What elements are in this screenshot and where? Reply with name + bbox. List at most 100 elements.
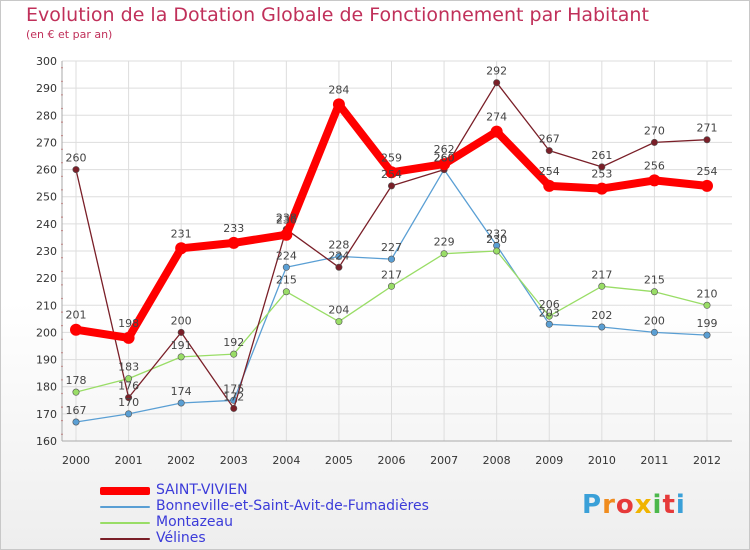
chart-subtitle: (en € et par an): [26, 28, 113, 41]
data-label: 215: [644, 274, 665, 287]
line-chart: 160 170 180 190 200 210 220 230 240 250 260 270 280 2…: [36, 55, 732, 467]
y-tick-label: 250: [36, 191, 57, 204]
x-tick-label: 2003: [220, 454, 248, 467]
legend-swatch: [100, 506, 150, 508]
series-lines: [70, 79, 713, 426]
data-label: 233: [223, 222, 244, 235]
logo-letter: i: [652, 490, 663, 520]
data-label: 203: [539, 306, 560, 319]
data-point: [72, 418, 80, 426]
data-label: 284: [328, 83, 349, 96]
data-label: 176: [118, 380, 139, 393]
data-label: 217: [591, 268, 612, 281]
logo-letter: P: [582, 490, 603, 520]
data-point: [440, 250, 448, 258]
data-label: 232: [486, 228, 507, 241]
data-point: [493, 79, 501, 87]
data-label: 238: [276, 211, 297, 224]
x-tick-label: 2009: [535, 454, 563, 467]
data-label: 253: [591, 168, 612, 181]
data-label: 270: [644, 124, 665, 137]
data-label: 217: [381, 268, 402, 281]
legend-swatch: [100, 538, 150, 540]
data-label: 202: [591, 309, 612, 322]
data-label: 256: [644, 159, 665, 172]
data-label: 210: [697, 287, 718, 300]
data-point: [545, 147, 553, 155]
y-tick-label: 260: [36, 164, 57, 177]
data-label: 254: [539, 165, 560, 178]
x-tick-label: 2006: [378, 454, 406, 467]
data-point: [545, 320, 553, 328]
data-label: 201: [66, 309, 87, 322]
data-label: 254: [381, 168, 402, 181]
x-tick-label: 2012: [693, 454, 721, 467]
x-tick-label: 2008: [483, 454, 511, 467]
x-tick-label: 2005: [325, 454, 353, 467]
data-point: [650, 288, 658, 296]
x-tick-label: 2004: [272, 454, 300, 467]
data-label: 199: [697, 317, 718, 330]
data-label: 231: [171, 227, 192, 240]
data-point: [387, 255, 395, 263]
data-point: [72, 388, 80, 396]
x-tick-label: 2000: [62, 454, 90, 467]
y-tick-label: 240: [36, 218, 57, 231]
data-point: [385, 166, 398, 179]
y-tick-label: 170: [36, 408, 57, 421]
data-point: [598, 323, 606, 331]
logo-letter: x: [634, 490, 653, 520]
logo-letter: t: [662, 490, 676, 520]
data-label: 262: [434, 143, 455, 156]
proxiti-logo: Proxiti: [582, 490, 686, 520]
data-point: [282, 288, 290, 296]
chart-title: Evolution de la Dotation Globale de Fonc…: [26, 4, 649, 26]
data-label: 236: [276, 214, 297, 227]
legend-label: Bonneville-et-Saint-Avit-de-Fumadières: [156, 498, 429, 514]
y-tick-label: 210: [36, 299, 57, 312]
data-label: 261: [591, 149, 612, 162]
data-point: [543, 179, 556, 192]
data-point: [125, 394, 133, 402]
data-point: [703, 301, 711, 309]
data-point: [650, 328, 658, 336]
y-tick-label: 200: [36, 326, 57, 339]
data-label: 198: [118, 317, 139, 330]
data-point: [125, 375, 133, 383]
data-label: 274: [486, 111, 507, 124]
data-point: [335, 263, 343, 271]
data-point: [227, 236, 240, 249]
legend-swatch: [100, 522, 150, 524]
data-point: [490, 125, 503, 138]
data-label: 260: [66, 152, 87, 165]
y-tick-label: 290: [36, 82, 57, 95]
data-point: [545, 312, 553, 320]
data-label: 191: [171, 339, 192, 352]
x-tick-label: 2002: [167, 454, 195, 467]
data-label: 167: [66, 404, 87, 417]
data-label: 192: [223, 336, 244, 349]
x-tick-label: 2010: [588, 454, 616, 467]
data-point: [177, 353, 185, 361]
legend-label: Vélines: [156, 530, 206, 546]
data-point: [598, 163, 606, 171]
x-tick-label: 2001: [115, 454, 143, 467]
data-point: [72, 166, 80, 174]
data-label: 224: [276, 249, 297, 262]
data-point: [70, 323, 82, 336]
data-point: [282, 263, 290, 271]
data-point: [332, 98, 345, 111]
data-label: 230: [486, 233, 507, 246]
logo-letter: i: [675, 490, 686, 520]
data-label: 206: [539, 298, 560, 311]
data-point: [650, 138, 658, 146]
data-point: [387, 282, 395, 290]
data-label: 204: [328, 304, 349, 317]
data-point: [177, 399, 185, 407]
data-point: [648, 174, 661, 187]
data-label: 228: [328, 238, 349, 251]
data-label: 267: [539, 133, 560, 146]
data-point: [230, 404, 238, 412]
